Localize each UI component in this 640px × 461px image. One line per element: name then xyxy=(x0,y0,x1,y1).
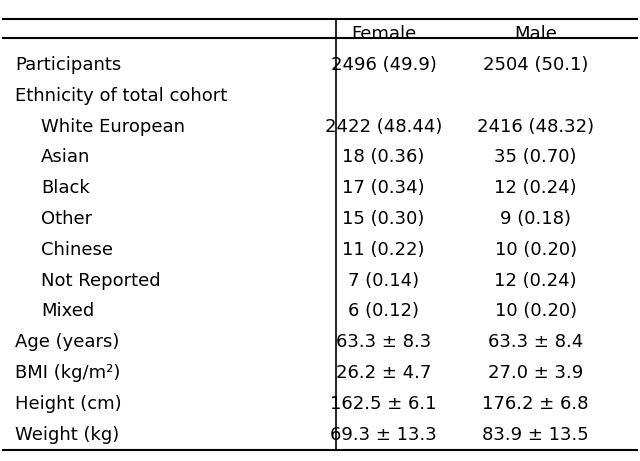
Text: Ethnicity of total cohort: Ethnicity of total cohort xyxy=(15,87,228,105)
Text: 18 (0.36): 18 (0.36) xyxy=(342,148,424,166)
Text: Mixed: Mixed xyxy=(41,302,94,320)
Text: Not Reported: Not Reported xyxy=(41,272,161,290)
Text: 6 (0.12): 6 (0.12) xyxy=(348,302,419,320)
Text: White European: White European xyxy=(41,118,185,136)
Text: Other: Other xyxy=(41,210,92,228)
Text: 10 (0.20): 10 (0.20) xyxy=(495,241,577,259)
Text: 35 (0.70): 35 (0.70) xyxy=(495,148,577,166)
Text: 17 (0.34): 17 (0.34) xyxy=(342,179,425,197)
Text: Height (cm): Height (cm) xyxy=(15,395,122,413)
Text: Male: Male xyxy=(515,25,557,43)
Text: 10 (0.20): 10 (0.20) xyxy=(495,302,577,320)
Text: Asian: Asian xyxy=(41,148,90,166)
Text: Age (years): Age (years) xyxy=(15,333,120,351)
Text: 63.3 ± 8.4: 63.3 ± 8.4 xyxy=(488,333,583,351)
Text: 12 (0.24): 12 (0.24) xyxy=(494,272,577,290)
Text: Female: Female xyxy=(351,25,416,43)
Text: 7 (0.14): 7 (0.14) xyxy=(348,272,419,290)
Text: Chinese: Chinese xyxy=(41,241,113,259)
Text: 26.2 ± 4.7: 26.2 ± 4.7 xyxy=(336,364,431,382)
Text: BMI (kg/m²): BMI (kg/m²) xyxy=(15,364,121,382)
Text: 9 (0.18): 9 (0.18) xyxy=(500,210,572,228)
Text: Weight (kg): Weight (kg) xyxy=(15,426,120,443)
Text: 2504 (50.1): 2504 (50.1) xyxy=(483,56,588,74)
Text: 12 (0.24): 12 (0.24) xyxy=(494,179,577,197)
Text: 69.3 ± 13.3: 69.3 ± 13.3 xyxy=(330,426,437,443)
Text: 2416 (48.32): 2416 (48.32) xyxy=(477,118,595,136)
Text: 11 (0.22): 11 (0.22) xyxy=(342,241,425,259)
Text: Black: Black xyxy=(41,179,90,197)
Text: 27.0 ± 3.9: 27.0 ± 3.9 xyxy=(488,364,583,382)
Text: 63.3 ± 8.3: 63.3 ± 8.3 xyxy=(336,333,431,351)
Text: 176.2 ± 6.8: 176.2 ± 6.8 xyxy=(483,395,589,413)
Text: 2422 (48.44): 2422 (48.44) xyxy=(324,118,442,136)
Text: 162.5 ± 6.1: 162.5 ± 6.1 xyxy=(330,395,436,413)
Text: 2496 (49.9): 2496 (49.9) xyxy=(330,56,436,74)
Text: Participants: Participants xyxy=(15,56,122,74)
Text: 15 (0.30): 15 (0.30) xyxy=(342,210,424,228)
Text: 83.9 ± 13.5: 83.9 ± 13.5 xyxy=(483,426,589,443)
